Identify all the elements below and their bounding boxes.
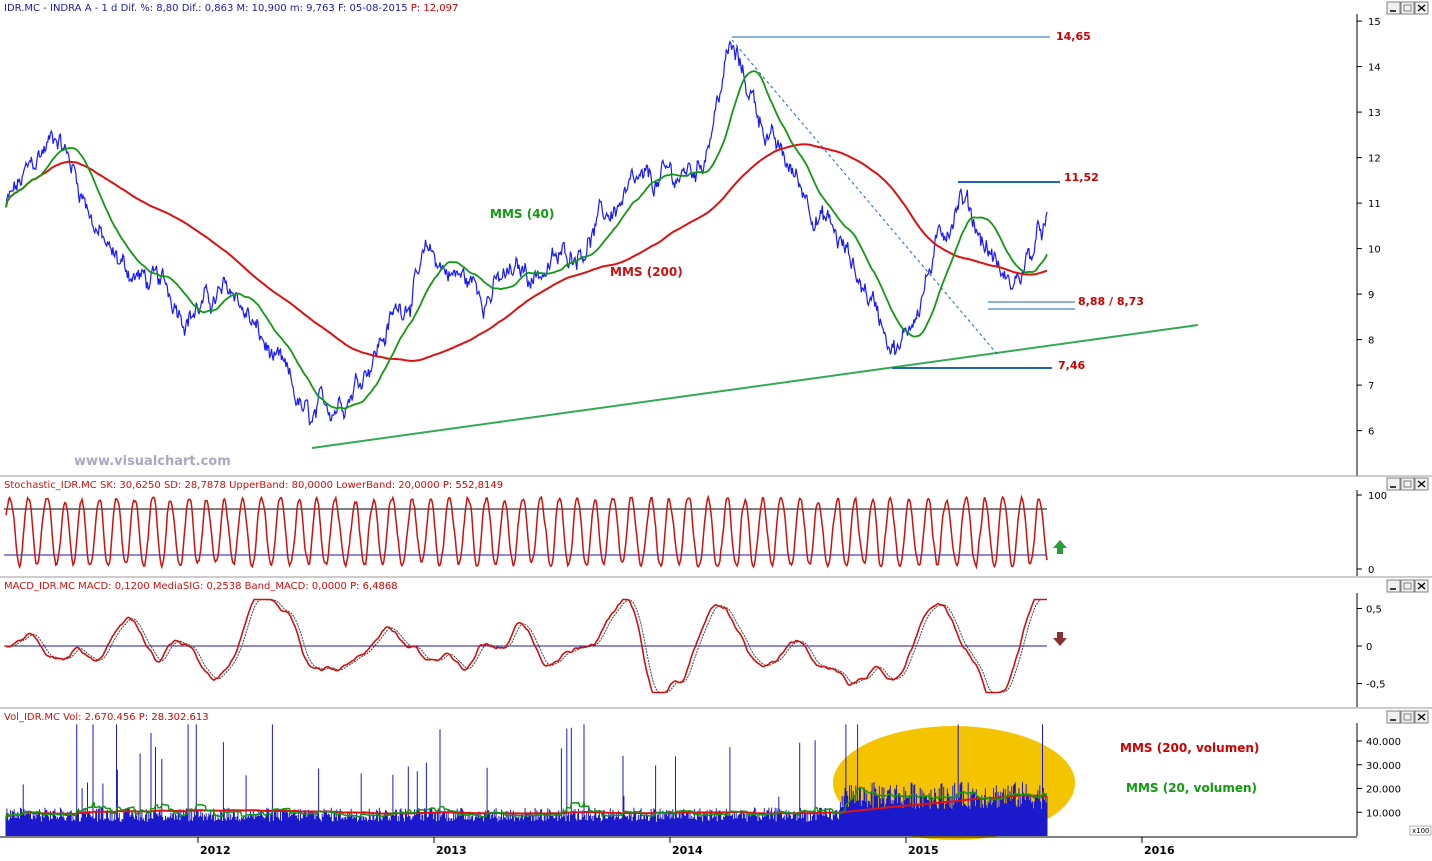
- panel-close-button[interactable]: [1414, 579, 1429, 593]
- panel-maximize-button[interactable]: [1400, 710, 1415, 724]
- vol-info: Vol_IDR.MC Vol: 2.670.456: [4, 712, 136, 723]
- price-tick-label: 14: [1368, 63, 1381, 74]
- year-tick-label: 2012: [200, 844, 231, 857]
- level-14-65-label: 14,65: [1056, 30, 1091, 43]
- price-p-value: P: 12,097: [411, 3, 459, 14]
- vol-axis: 10.000 20.000 30.000 40.000: [1357, 737, 1401, 819]
- close-icon: [1417, 4, 1426, 12]
- stoch-axis: 0 100: [1357, 491, 1387, 576]
- macd-tick-label: 0: [1366, 642, 1372, 653]
- stoch-p-value: P: 552,8149: [443, 480, 503, 491]
- panel-minimize-button[interactable]: [1386, 710, 1401, 724]
- macd-panel[interactable]: MACD_IDR.MC MACD: 0,1200 MediaSIG: 0,253…: [0, 581, 1432, 709]
- macd-p-value: P: 6,4868: [350, 581, 398, 592]
- price-tick-label: 7: [1368, 381, 1374, 392]
- stoch-up-arrow-icon: [1053, 540, 1067, 554]
- panel-minimize-button[interactable]: [1386, 579, 1401, 593]
- stoch-header: Stochastic_IDR.MC SK: 30,6250 SD: 28,787…: [4, 480, 503, 491]
- vol-unit-label: x100: [1412, 827, 1430, 835]
- vol-tick-label: 40.000: [1366, 737, 1401, 748]
- price-tick-label: 6: [1368, 427, 1374, 438]
- macd-signal-line: [5, 599, 1047, 693]
- price-panel[interactable]: IDR.MC - INDRA A - 1 d Dif. %: 8,80 Dif.…: [0, 3, 1432, 477]
- volume-bars-path: [5, 724, 1048, 836]
- panel-close-button[interactable]: [1414, 710, 1429, 724]
- volume-panel[interactable]: Vol_IDR.MC Vol: 2.670.456 P: 28.302.613 …: [4, 712, 1432, 840]
- price-tick-label: 9: [1368, 290, 1374, 301]
- panel-minimize-button[interactable]: [1386, 477, 1401, 491]
- mms40-line: [5, 70, 1048, 410]
- vol-header: Vol_IDR.MC Vol: 2.670.456 P: 28.302.613: [4, 712, 209, 723]
- vol-tick-label: 30.000: [1366, 761, 1401, 772]
- macd-header: MACD_IDR.MC MACD: 0,1200 MediaSIG: 0,253…: [4, 581, 398, 592]
- price-axis: 6 7 8 9 10 11 12 13 14 15: [1357, 17, 1381, 438]
- price-info: - 1 d Dif. %: 8,80 Dif.: 0,863 M: 10,900…: [95, 3, 408, 14]
- panel-close-button[interactable]: [1414, 477, 1429, 491]
- watermark: www.visualchart.com: [74, 454, 231, 469]
- maximize-icon: [1403, 713, 1412, 721]
- vol-mms200-line: [5, 794, 1048, 820]
- level-11-52-label: 11,52: [1064, 171, 1099, 184]
- downtrend-dashed-line: [731, 39, 999, 356]
- vol-mms20-label: MMS (20, volumen): [1126, 781, 1257, 795]
- year-tick-label: 2016: [1144, 844, 1175, 857]
- x-axis: 2012 2013 2014 2015 2016: [0, 836, 1357, 857]
- year-tick-label: 2014: [672, 844, 703, 857]
- macd-info: MACD_IDR.MC MACD: 0,1200 MediaSIG: 0,253…: [4, 581, 347, 592]
- maximize-icon: [1403, 4, 1412, 12]
- close-icon: [1417, 582, 1426, 590]
- year-tick-label: 2015: [908, 844, 939, 857]
- support-trendline: [311, 324, 1199, 449]
- year-tick-label: 2013: [436, 844, 467, 857]
- price-tick-label: 11: [1368, 199, 1381, 210]
- macd-tick-label: 0,5: [1366, 605, 1382, 616]
- panel-buttons[interactable]: [1386, 1, 1429, 724]
- panel-maximize-button[interactable]: [1400, 1, 1415, 15]
- price-tick-label: 12: [1368, 154, 1381, 165]
- stoch-tick-label: 0: [1368, 565, 1374, 576]
- macd-down-arrow-icon: [1053, 632, 1067, 646]
- maximize-icon: [1403, 480, 1412, 488]
- mms200-label: MMS (200): [610, 265, 683, 279]
- close-icon: [1417, 713, 1426, 721]
- panel-maximize-button[interactable]: [1400, 579, 1415, 593]
- price-header: IDR.MC - INDRA A - 1 d Dif. %: 8,80 Dif.…: [4, 3, 458, 14]
- level-7-46-label: 7,46: [1058, 359, 1085, 372]
- stoch-line: [5, 494, 1048, 570]
- stochastic-panel[interactable]: Stochastic_IDR.MC SK: 30,6250 SD: 28,787…: [0, 480, 1432, 578]
- vol-tick-label: 10.000: [1366, 808, 1401, 819]
- stoch-info: Stochastic_IDR.MC SK: 30,6250 SD: 28,787…: [4, 480, 440, 491]
- level-8-88-label: 8,88 / 8,73: [1078, 295, 1144, 308]
- price-symbol: IDR.MC - INDRA A: [4, 3, 92, 14]
- price-tick-label: 15: [1368, 17, 1381, 28]
- price-tick-label: 8: [1368, 336, 1374, 347]
- macd-line: [5, 598, 1047, 694]
- panel-maximize-button[interactable]: [1400, 477, 1415, 491]
- panel-close-button[interactable]: [1414, 1, 1429, 15]
- panel-minimize-button[interactable]: [1386, 1, 1401, 15]
- mms40-label: MMS (40): [490, 207, 554, 221]
- price-tick-label: 10: [1368, 245, 1381, 256]
- mms200-line: [5, 143, 1048, 362]
- macd-tick-label: -0,5: [1366, 680, 1386, 691]
- stoch-tick-label: 100: [1368, 491, 1387, 502]
- maximize-icon: [1403, 582, 1412, 590]
- close-icon: [1417, 480, 1426, 488]
- macd-axis: -0,5 0 0,5: [1357, 605, 1386, 691]
- vol-mms20-line: [5, 786, 1047, 820]
- price-tick-label: 13: [1368, 108, 1381, 119]
- volume-bars: [5, 724, 1048, 836]
- vol-p-value: P: 28.302.613: [139, 712, 209, 723]
- vol-mms200-label: MMS (200, volumen): [1120, 741, 1259, 755]
- vol-tick-label: 20.000: [1366, 785, 1401, 796]
